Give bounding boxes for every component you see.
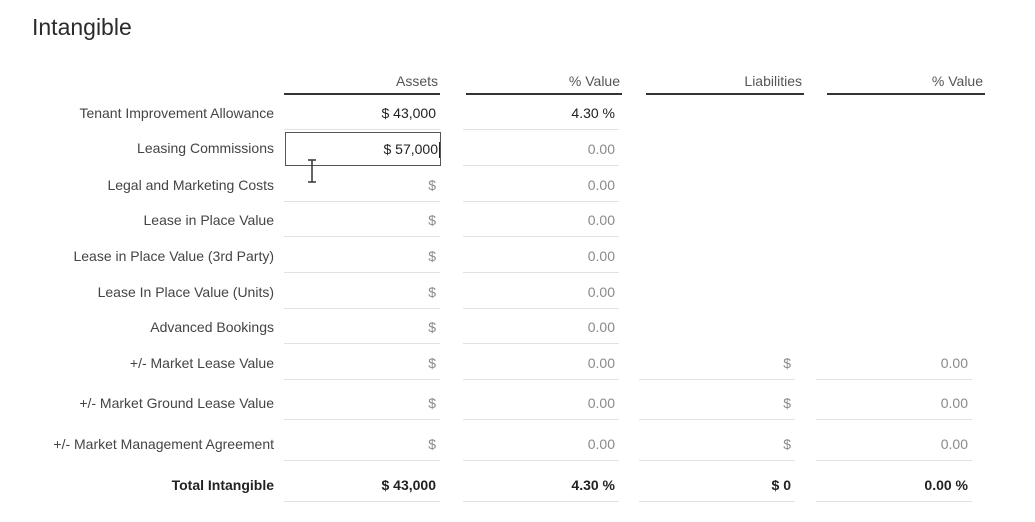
asset-percent-market-lease-value: 0.00: [463, 346, 619, 380]
row-label-leasing-commissions: Leasing Commissions: [137, 140, 274, 156]
liability-input-market-ground-lease-value[interactable]: $: [639, 386, 795, 420]
asset-value: $: [428, 284, 436, 300]
asset-input-legal-and-marketing-costs[interactable]: $: [284, 168, 440, 202]
asset-percent-tenant-improvement-allowance: 4.30 %: [463, 96, 619, 130]
asset-percent-value: 0.00: [587, 141, 615, 157]
total-assets-percent-value: 4.30 %: [571, 477, 615, 493]
liability-value: $: [783, 355, 791, 371]
liability-value: $: [783, 436, 791, 452]
liability-percent-value: 0.00: [940, 436, 968, 452]
asset-input-tenant-improvement-allowance[interactable]: $ 43,000: [284, 96, 440, 130]
liability-value: $: [783, 395, 791, 411]
asset-value: $: [428, 248, 436, 264]
total-liabilities-value: $ 0: [771, 477, 791, 493]
liability-input-market-management-agreement[interactable]: $: [639, 427, 795, 461]
liability-percent-market-lease-value: 0.00: [816, 346, 972, 380]
liability-percent-value: 0.00: [940, 395, 968, 411]
row-label-lease-in-place-value-units: Lease In Place Value (Units): [97, 284, 274, 300]
asset-percent-value: 0.00: [587, 284, 615, 300]
asset-percent-market-management-agreement: 0.00: [463, 427, 619, 461]
asset-input-lease-in-place-value-3rd-party[interactable]: $: [284, 239, 440, 273]
row-label-market-management-agreement: +/- Market Management Agreement: [53, 436, 274, 452]
asset-percent-legal-and-marketing-costs: 0.00: [463, 168, 619, 202]
text-cursor-icon: [308, 159, 316, 183]
asset-percent-advanced-bookings: 0.00: [463, 310, 619, 344]
asset-value: $: [428, 436, 436, 452]
column-header-liabilities-percent: % Value: [827, 73, 985, 95]
asset-input-market-ground-lease-value[interactable]: $: [284, 386, 440, 420]
row-label-market-lease-value: +/- Market Lease Value: [129, 355, 274, 371]
asset-value: $: [428, 177, 436, 193]
asset-input-market-lease-value[interactable]: $: [284, 346, 440, 380]
row-label-tenant-improvement-allowance: Tenant Improvement Allowance: [79, 105, 274, 121]
total-assets: $ 43,000: [284, 468, 440, 502]
asset-input-advanced-bookings[interactable]: $: [284, 310, 440, 344]
asset-input-lease-in-place-value-units[interactable]: $: [284, 275, 440, 309]
asset-percent-value: 0.00: [587, 436, 615, 452]
row-label-total-intangible: Total Intangible: [171, 477, 274, 493]
asset-percent-value: 4.30 %: [571, 105, 615, 121]
liability-input-market-lease-value[interactable]: $: [639, 346, 795, 380]
total-liabilities-percent-value: 0.00 %: [924, 477, 968, 493]
asset-value: $: [428, 319, 436, 335]
column-header-assets: Assets: [284, 73, 440, 95]
asset-percent-value: 0.00: [587, 248, 615, 264]
asset-percent-value: 0.00: [587, 355, 615, 371]
section-title: Intangible: [32, 14, 132, 40]
asset-input-market-management-agreement[interactable]: $: [284, 427, 440, 461]
column-header-assets-percent: % Value: [466, 73, 622, 95]
asset-percent-lease-in-place-value-3rd-party: 0.00: [463, 239, 619, 273]
asset-percent-value: 0.00: [587, 177, 615, 193]
total-assets-percent: 4.30 %: [463, 468, 619, 502]
asset-value: $ 57,000: [383, 141, 439, 157]
total-liabilities-percent: 0.00 %: [816, 468, 972, 502]
row-label-market-ground-lease-value: +/- Market Ground Lease Value: [79, 395, 274, 411]
asset-percent-lease-in-place-value: 0.00: [463, 203, 619, 237]
row-label-legal-and-marketing-costs: Legal and Marketing Costs: [107, 177, 274, 193]
asset-value: $: [428, 395, 436, 411]
liability-percent-market-ground-lease-value: 0.00: [816, 386, 972, 420]
row-label-lease-in-place-value: Lease in Place Value: [143, 212, 275, 228]
asset-percent-market-ground-lease-value: 0.00: [463, 386, 619, 420]
text-caret: [439, 142, 440, 159]
column-header-liabilities: Liabilities: [646, 73, 804, 95]
asset-percent-value: 0.00: [587, 212, 615, 228]
asset-input-lease-in-place-value[interactable]: $: [284, 203, 440, 237]
total-assets-value: $ 43,000: [381, 477, 437, 493]
asset-percent-leasing-commissions: 0.00: [463, 132, 619, 166]
asset-value: $ 43,000: [381, 105, 437, 121]
liability-percent-market-management-agreement: 0.00: [816, 427, 972, 461]
asset-percent-value: 0.00: [587, 395, 615, 411]
asset-percent-lease-in-place-value-units: 0.00: [463, 275, 619, 309]
asset-percent-value: 0.00: [587, 319, 615, 335]
asset-value: $: [428, 355, 436, 371]
row-label-lease-in-place-value-3rd-party: Lease in Place Value (3rd Party): [73, 248, 274, 264]
liability-percent-value: 0.00: [940, 355, 968, 371]
asset-value: $: [428, 212, 436, 228]
row-label-advanced-bookings: Advanced Bookings: [150, 319, 274, 335]
total-liabilities: $ 0: [639, 468, 795, 502]
